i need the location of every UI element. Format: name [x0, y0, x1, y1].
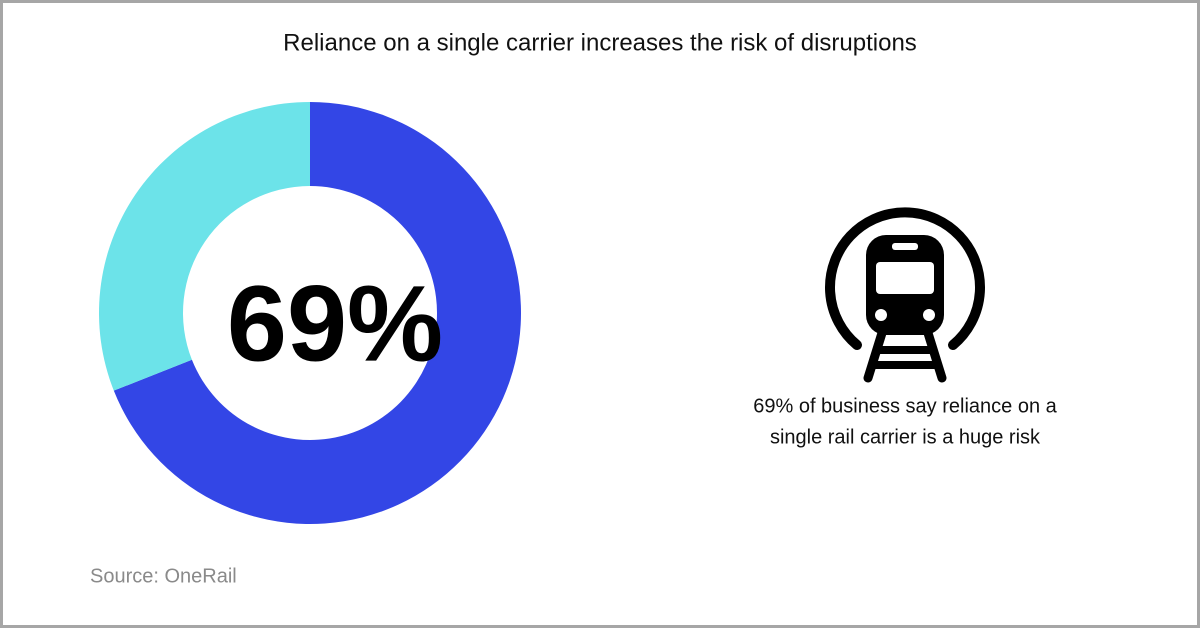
chart-title: Reliance on a single carrier increases t… [283, 29, 917, 56]
caption-line: single rail carrier is a huge risk [770, 426, 1041, 448]
center-label: 69% [227, 263, 443, 384]
caption-line: 69% of business say reliance on a [753, 395, 1057, 417]
donut-slice [98, 102, 310, 391]
source: Source: OneRail [90, 565, 237, 587]
donut [98, 102, 521, 524]
donut-slice [113, 102, 521, 524]
train-icon [825, 207, 985, 383]
